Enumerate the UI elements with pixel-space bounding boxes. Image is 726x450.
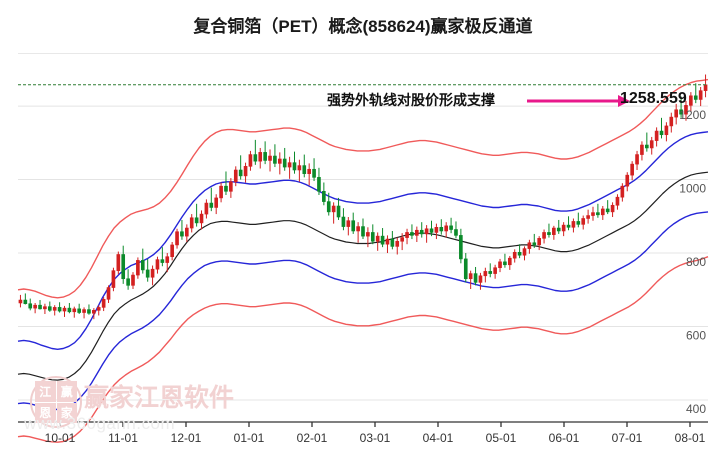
svg-text:11-01: 11-01 bbox=[108, 431, 138, 445]
seal-char-1: 江 bbox=[35, 381, 56, 402]
seal-char-2: 赢 bbox=[56, 381, 77, 402]
svg-text:10-01: 10-01 bbox=[45, 431, 76, 445]
svg-text:1200: 1200 bbox=[679, 108, 706, 122]
candlestick-series bbox=[18, 74, 708, 320]
page-title: 复合铜箔（PET）概念(858624)赢家极反通道 bbox=[193, 17, 533, 36]
price-label: 1258.559 bbox=[620, 90, 687, 107]
series-outer-upper bbox=[17, 78, 709, 299]
svg-text:800: 800 bbox=[686, 255, 706, 269]
svg-text:01-01: 01-01 bbox=[234, 431, 265, 445]
annotation-label: 强势外轨线对股价形成支撑 bbox=[327, 92, 495, 108]
svg-text:06-01: 06-01 bbox=[549, 431, 580, 445]
series-inner-lower bbox=[17, 211, 709, 411]
svg-text:12-01: 12-01 bbox=[171, 431, 202, 445]
x-axis-tick-labels: 10-01 11-01 12-01 01-01 02-01 03-01 04-01 05-01… bbox=[45, 431, 706, 445]
svg-text:04-01: 04-01 bbox=[423, 431, 454, 445]
svg-text:07-01: 07-01 bbox=[612, 431, 643, 445]
svg-text:400: 400 bbox=[686, 402, 706, 416]
series-outer-lower bbox=[17, 256, 709, 443]
svg-text:02-01: 02-01 bbox=[297, 431, 328, 445]
gridlines bbox=[18, 105, 708, 401]
watermark-brand: 赢家江恩软件 bbox=[84, 384, 235, 412]
seal-char-4: 家 bbox=[56, 402, 77, 423]
series-inner-upper bbox=[17, 131, 709, 350]
svg-text:05-01: 05-01 bbox=[486, 431, 517, 445]
annotation-arrow-icon bbox=[527, 95, 630, 107]
svg-text:03-01: 03-01 bbox=[360, 431, 391, 445]
watermark-seal-logo: 江 赢 恩 家 bbox=[30, 376, 82, 428]
watermark-url: www.360gann.com bbox=[24, 414, 176, 433]
series-middle bbox=[17, 171, 709, 381]
seal-char-3: 恩 bbox=[35, 402, 56, 423]
y-axis-tick-labels: 400 600 800 1000 1200 bbox=[679, 108, 706, 416]
svg-text:600: 600 bbox=[686, 328, 706, 342]
svg-text:1000: 1000 bbox=[679, 182, 706, 196]
title-divider bbox=[18, 53, 708, 54]
svg-text:08-01: 08-01 bbox=[675, 431, 706, 445]
